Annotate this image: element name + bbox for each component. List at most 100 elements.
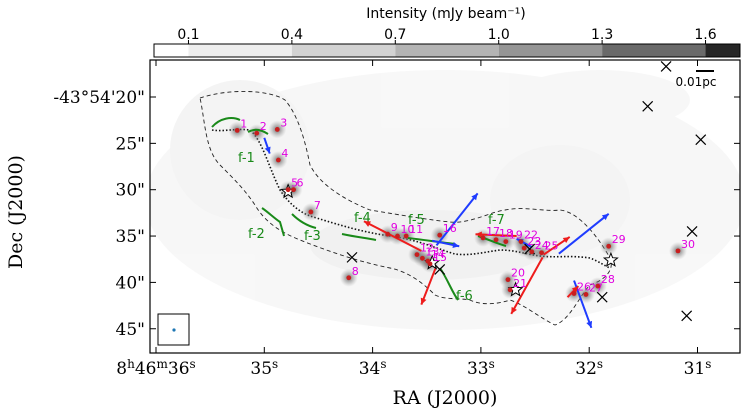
y-tick-label: 25" (116, 134, 145, 154)
source-20 (505, 277, 511, 283)
x-tick-label: 35s (250, 357, 278, 379)
source-label: 6 (297, 177, 304, 190)
filament-label: f-5 (408, 213, 425, 228)
colorbar-segment (188, 44, 292, 57)
red-outflow (420, 268, 437, 306)
source-label: 3 (280, 116, 287, 129)
source-label: 25 (545, 240, 559, 253)
source-label: 26 (577, 281, 591, 294)
red-outflow (510, 256, 544, 315)
source-label: 30 (681, 238, 695, 251)
red-outflow (543, 236, 571, 256)
source-26 (571, 291, 577, 296)
y-tick-label: 40" (116, 273, 145, 293)
filament-label: f-6 (456, 289, 473, 304)
filament-label: f-2 (248, 227, 265, 242)
star-marker (602, 251, 619, 267)
filament-label: f-7 (488, 213, 505, 228)
source-15 (427, 261, 433, 267)
cross-marker (695, 134, 707, 146)
source-label: 18 (499, 227, 513, 240)
x-tick-label: 31s (684, 357, 712, 379)
scale-bar: 0.01pc (676, 70, 717, 89)
region-contour (199, 91, 612, 326)
source-6 (291, 187, 296, 193)
colorbar-segment (395, 44, 499, 57)
source-label: 11 (409, 223, 423, 236)
colorbar-segment (498, 44, 603, 57)
source-label: 7 (314, 199, 321, 212)
scale-bar-label: 0.01pc (676, 75, 717, 89)
source-23 (521, 245, 527, 251)
filament-spine (211, 128, 611, 269)
source-2 (254, 130, 260, 136)
source-16 (437, 232, 443, 238)
source-label: 12 (420, 242, 434, 255)
source-25 (539, 250, 544, 256)
cross-marker (346, 251, 358, 263)
colorbar-tick-label: 0.4 (281, 27, 303, 43)
beam-box (157, 313, 190, 346)
source-label: 13 (425, 245, 439, 258)
source-label: 8 (352, 265, 359, 278)
cross-marker (660, 60, 672, 72)
source-11 (403, 233, 409, 239)
filament-f-5 (407, 237, 456, 245)
colorbar-tick-label: 0.7 (384, 27, 406, 43)
source-9 (385, 231, 391, 237)
source-label: 22 (524, 229, 538, 242)
y-tick-label: 45" (116, 320, 145, 340)
source-label: 9 (391, 221, 398, 234)
blue-outflow (558, 213, 610, 255)
y-axis-title: Dec (J2000) (5, 155, 27, 269)
source-label: 23 (527, 235, 541, 248)
cross-marker (681, 310, 693, 322)
source-24 (529, 249, 535, 255)
filament-label: f-1 (238, 151, 255, 166)
source-13 (420, 255, 425, 261)
blue-outflow (435, 192, 479, 246)
source-label: 21 (513, 277, 527, 290)
source-21 (507, 287, 513, 293)
colorbar-tick-label: 1.6 (694, 27, 716, 43)
source-label: 20 (511, 267, 525, 280)
blue-outflow (431, 239, 460, 248)
source-1 (234, 127, 240, 133)
source-30 (675, 248, 681, 254)
source-label: 24 (535, 239, 549, 252)
filament-f-3 (291, 213, 317, 229)
source-12 (414, 252, 420, 257)
source-19 (503, 239, 509, 245)
filament-f-1 (211, 117, 269, 135)
source-29 (606, 243, 612, 249)
source-label: 1 (240, 117, 247, 130)
colorbar-tick-label: 1.3 (591, 27, 613, 43)
source-label: 16 (443, 222, 457, 235)
x-tick-label: 33s (467, 357, 495, 379)
source-27 (583, 292, 589, 297)
source-label: 28 (601, 273, 615, 286)
red-outflow (363, 220, 422, 252)
x-axis-title: RA (J2000) (393, 387, 498, 409)
colorbar: Intensity (mJy beam⁻¹) 0.1 0.4 0.7 1.0 1.3 1.… (153, 6, 741, 58)
source-7 (308, 209, 314, 215)
source-label: 29 (612, 233, 626, 246)
x-tick-label: 34s (359, 357, 387, 379)
source-5 (285, 187, 291, 193)
source-28 (595, 283, 601, 289)
colorbar-segment (705, 44, 740, 57)
source-label: 5 (291, 177, 298, 190)
colorbar-segment (291, 44, 396, 57)
blue-outflow (263, 137, 271, 154)
source-label: 10 (401, 223, 415, 236)
red-outflow (475, 231, 517, 238)
source-label: 19 (509, 229, 523, 242)
source-label: 14 (431, 248, 445, 261)
filament-label: f-3 (304, 229, 321, 244)
cross-marker (642, 100, 654, 112)
colorbar-tick-label: 0.1 (177, 27, 199, 43)
filament-f-2 (261, 207, 285, 237)
filaments: f-1f-2 f-3f-4 f-5f-6f-7 (211, 117, 507, 304)
source-17 (480, 235, 486, 241)
